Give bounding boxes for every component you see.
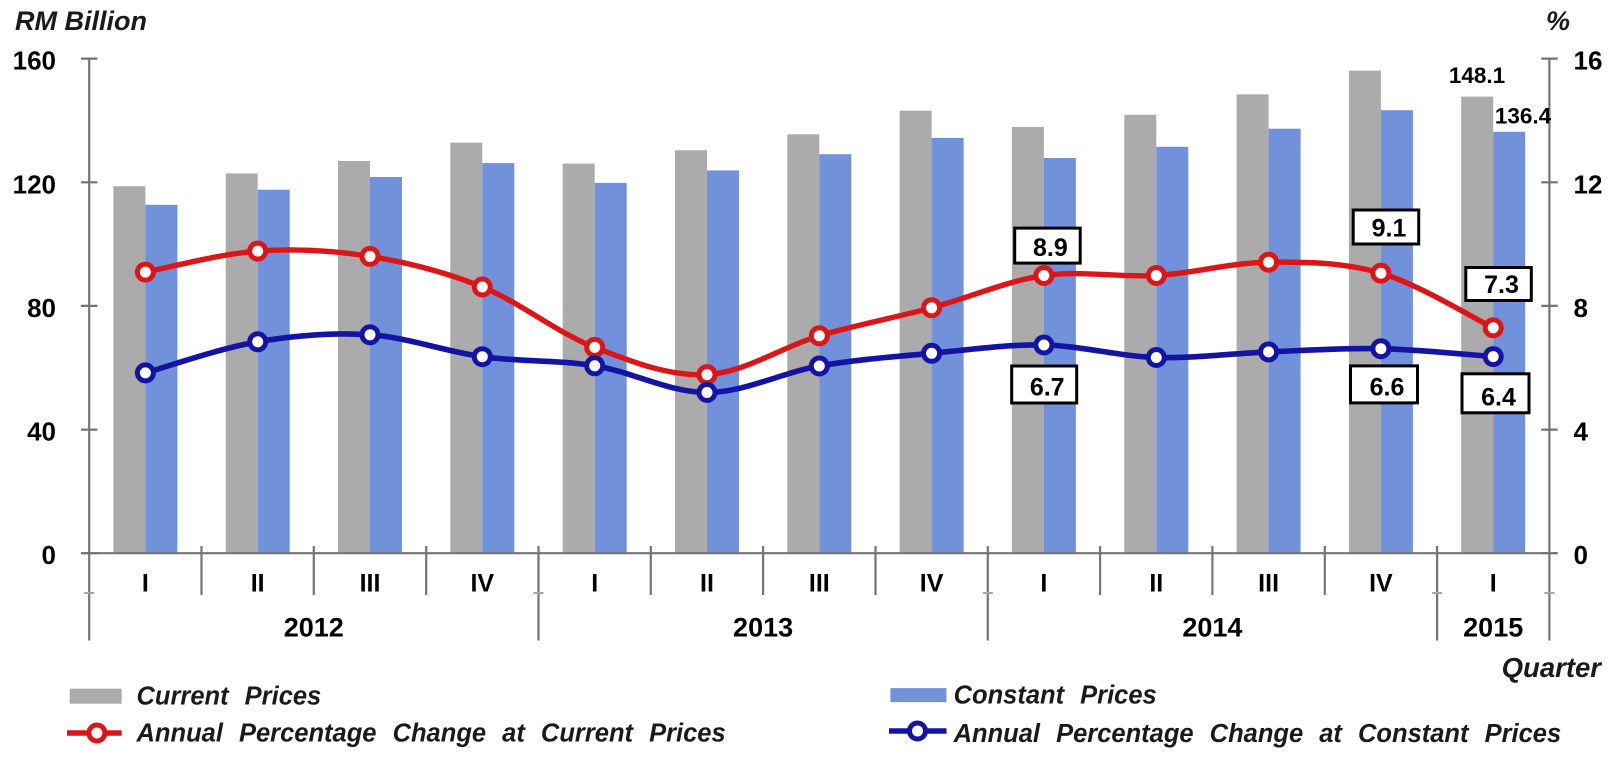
svg-text:I: I [142,570,149,598]
svg-text:II: II [251,570,265,598]
svg-text:8.9: 8.9 [1033,234,1068,262]
svg-text:%: % [1546,6,1570,36]
svg-text:IV: IV [470,570,494,598]
svg-text:120: 120 [13,169,56,199]
svg-text:7.3: 7.3 [1484,271,1519,299]
svg-text:Current Prices: Current Prices [137,683,322,711]
svg-text:2015: 2015 [1463,613,1523,643]
svg-text:8: 8 [1574,293,1588,323]
svg-text:4: 4 [1574,417,1589,447]
svg-text:III: III [360,570,381,598]
svg-text:I: I [1040,570,1047,598]
svg-text:9.1: 9.1 [1372,215,1407,243]
svg-text:160: 160 [13,46,56,76]
svg-text:2012: 2012 [284,613,344,643]
svg-text:I: I [591,570,598,598]
svg-text:6.4: 6.4 [1481,384,1516,412]
svg-text:Quarter: Quarter [1502,652,1603,683]
svg-text:Constant Prices: Constant Prices [954,682,1157,710]
svg-text:0: 0 [1574,540,1588,570]
svg-text:136.4: 136.4 [1495,104,1552,129]
svg-text:2014: 2014 [1182,613,1242,643]
svg-text:Annual Percentage Change at Co: Annual Percentage Change at Constant Pri… [953,720,1562,748]
svg-text:IV: IV [920,570,944,598]
svg-text:III: III [1258,570,1279,598]
svg-text:II: II [1149,570,1163,598]
svg-text:Annual Percentage Change at Cu: Annual Percentage Change at Current Pric… [136,720,726,748]
svg-text:0: 0 [42,540,56,570]
svg-text:148.1: 148.1 [1449,63,1505,88]
svg-text:RM Billion: RM Billion [15,6,147,36]
svg-text:III: III [809,570,830,598]
svg-text:12: 12 [1574,169,1603,199]
svg-text:6.6: 6.6 [1370,374,1405,402]
svg-text:40: 40 [27,417,56,447]
svg-text:I: I [1490,570,1497,598]
svg-text:2013: 2013 [733,613,793,643]
svg-text:II: II [700,570,714,598]
svg-text:16: 16 [1574,46,1603,76]
svg-text:6.7: 6.7 [1030,374,1065,402]
svg-text:IV: IV [1369,570,1393,598]
svg-text:80: 80 [27,293,56,323]
